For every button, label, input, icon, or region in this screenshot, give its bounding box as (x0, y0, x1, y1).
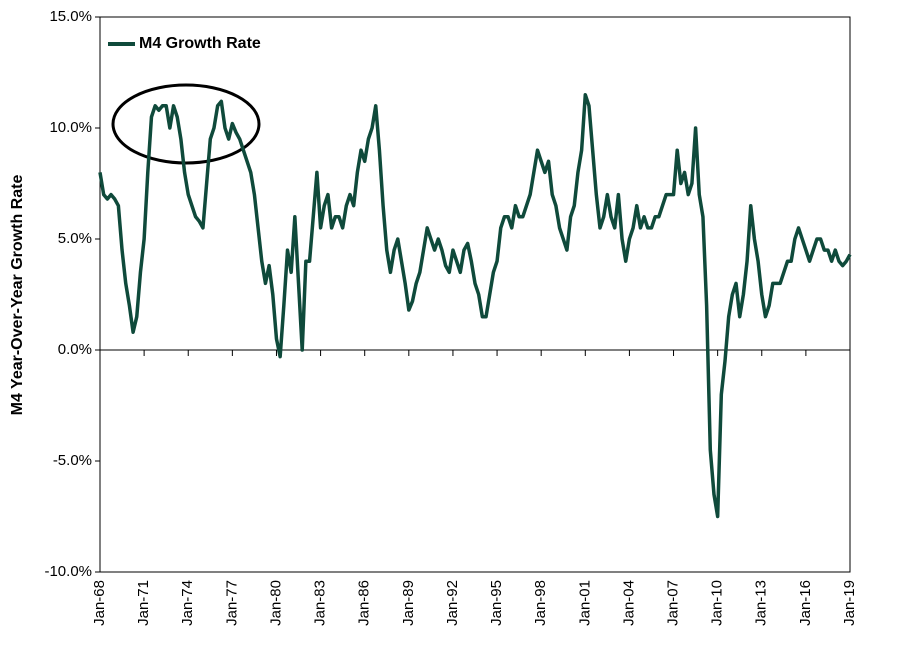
x-tick-label: Jan-74 (179, 580, 196, 626)
x-tick-label: Jan-01 (576, 580, 593, 626)
y-tick-label: 15.0% (49, 8, 92, 25)
x-tick-label: Jan-77 (223, 580, 240, 626)
y-axis-title: M4 Year-Over-Year Growth Rate (9, 175, 26, 416)
plot-frame (99, 16, 851, 573)
x-tick-label: Jan-07 (664, 580, 681, 626)
x-tick-label: Jan-86 (356, 580, 373, 626)
x-tick-label: Jan-71 (135, 580, 152, 626)
legend-label: M4 Growth Rate (139, 35, 261, 52)
x-tick-label: Jan-10 (709, 580, 726, 626)
x-tick-label: Jan-16 (797, 580, 814, 626)
x-tick-label: Jan-83 (312, 580, 329, 626)
x-tick-label: Jan-68 (91, 580, 108, 626)
y-tick-label: 0.0% (58, 341, 92, 358)
y-tick-label: 10.0% (49, 119, 92, 136)
x-tick-label: Jan-80 (267, 580, 284, 626)
y-tick-label: 5.0% (58, 230, 92, 247)
highlight-ellipse (111, 83, 261, 165)
x-tick-label: Jan-89 (400, 580, 417, 626)
y-tick-label: -10.0% (44, 563, 92, 580)
x-tick-label: Jan-13 (753, 580, 770, 626)
series-line (98, 92, 852, 519)
x-tick-label: Jan-19 (841, 580, 858, 626)
x-tick-label: Jan-95 (488, 580, 505, 626)
x-tick-label: Jan-98 (532, 580, 549, 626)
y-tick-label: -5.0% (53, 452, 92, 469)
x-tick-label: Jan-92 (444, 580, 461, 626)
x-tick-label: Jan-04 (620, 580, 637, 626)
